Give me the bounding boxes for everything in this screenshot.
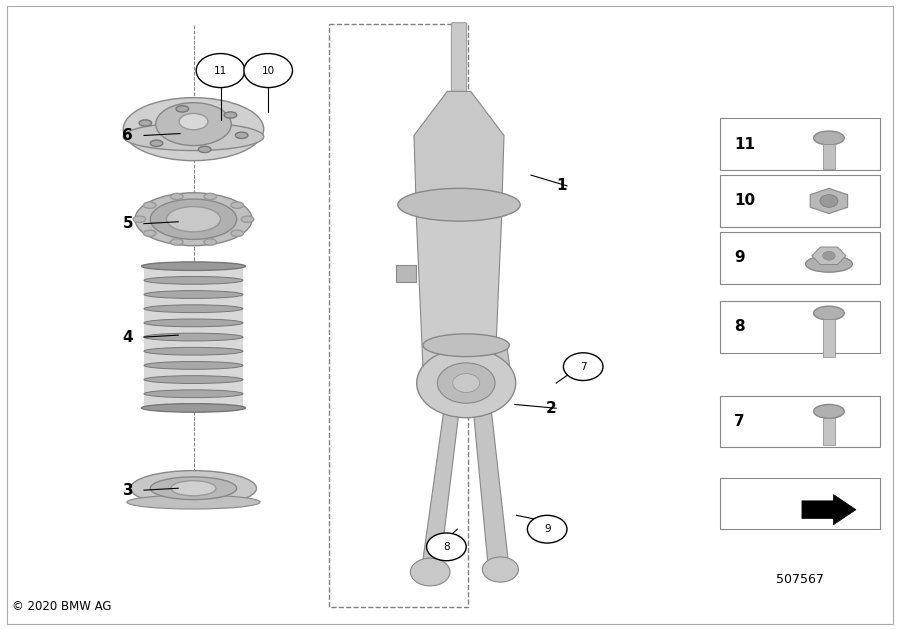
Text: 507567: 507567	[776, 573, 824, 586]
Text: 7: 7	[734, 414, 745, 429]
Ellipse shape	[127, 495, 260, 509]
Circle shape	[482, 557, 518, 582]
Text: 9: 9	[734, 250, 745, 265]
Ellipse shape	[423, 334, 509, 357]
Ellipse shape	[150, 199, 237, 239]
Ellipse shape	[144, 347, 243, 355]
Bar	[328, 24, 468, 607]
Ellipse shape	[144, 390, 243, 398]
Text: 4: 4	[122, 329, 133, 345]
Polygon shape	[812, 247, 846, 265]
Ellipse shape	[144, 319, 243, 327]
Ellipse shape	[144, 277, 243, 284]
Polygon shape	[396, 265, 416, 282]
Text: 11: 11	[214, 66, 227, 76]
Bar	[823, 418, 835, 445]
FancyBboxPatch shape	[452, 23, 467, 93]
Ellipse shape	[235, 132, 248, 139]
Ellipse shape	[204, 193, 217, 200]
Ellipse shape	[144, 262, 243, 270]
Ellipse shape	[198, 146, 211, 152]
Ellipse shape	[150, 140, 163, 146]
Polygon shape	[416, 205, 502, 369]
Ellipse shape	[150, 477, 237, 500]
Circle shape	[417, 348, 516, 418]
Polygon shape	[421, 345, 511, 377]
Text: 1: 1	[556, 178, 567, 193]
Text: 10: 10	[734, 193, 755, 209]
Ellipse shape	[141, 404, 246, 412]
Circle shape	[823, 251, 835, 260]
Ellipse shape	[123, 98, 264, 161]
Ellipse shape	[144, 362, 243, 369]
Ellipse shape	[170, 239, 183, 245]
Polygon shape	[473, 411, 509, 572]
Ellipse shape	[176, 106, 189, 112]
Ellipse shape	[814, 404, 844, 418]
Ellipse shape	[135, 193, 252, 246]
Circle shape	[410, 558, 450, 586]
Ellipse shape	[814, 131, 844, 145]
Bar	[144, 266, 243, 408]
Bar	[720, 232, 880, 284]
Circle shape	[196, 54, 245, 88]
Text: 9: 9	[544, 524, 551, 534]
Ellipse shape	[171, 481, 216, 496]
Ellipse shape	[166, 207, 220, 232]
Circle shape	[820, 195, 838, 207]
Bar	[823, 144, 835, 169]
Bar	[823, 319, 835, 357]
Circle shape	[437, 363, 495, 403]
Ellipse shape	[224, 112, 237, 118]
Text: 2: 2	[545, 401, 556, 416]
Ellipse shape	[141, 262, 246, 270]
Ellipse shape	[143, 202, 156, 209]
Ellipse shape	[144, 375, 243, 384]
Bar	[720, 301, 880, 353]
Ellipse shape	[144, 333, 243, 341]
Text: © 2020 BMW AG: © 2020 BMW AG	[12, 600, 112, 612]
Text: 3: 3	[122, 483, 133, 498]
Text: 8: 8	[443, 542, 450, 552]
Polygon shape	[802, 495, 856, 525]
Bar	[720, 478, 880, 529]
Polygon shape	[414, 91, 504, 195]
Text: 7: 7	[580, 362, 587, 372]
Circle shape	[563, 353, 603, 381]
Bar	[720, 118, 880, 170]
Ellipse shape	[806, 256, 852, 272]
Text: 11: 11	[734, 137, 755, 152]
Ellipse shape	[143, 230, 156, 236]
Ellipse shape	[398, 188, 520, 221]
Polygon shape	[421, 411, 459, 573]
Circle shape	[527, 515, 567, 543]
Ellipse shape	[144, 305, 243, 312]
Ellipse shape	[204, 239, 217, 245]
Ellipse shape	[179, 113, 208, 130]
Ellipse shape	[144, 404, 243, 412]
Ellipse shape	[170, 193, 183, 200]
Circle shape	[453, 374, 480, 392]
Ellipse shape	[241, 216, 254, 222]
Text: 8: 8	[734, 319, 745, 335]
Text: 5: 5	[122, 216, 133, 231]
Circle shape	[244, 54, 292, 88]
Circle shape	[427, 533, 466, 561]
Ellipse shape	[144, 290, 243, 299]
Ellipse shape	[133, 216, 146, 222]
Text: 6: 6	[122, 128, 133, 143]
Bar	[720, 175, 880, 227]
Ellipse shape	[231, 202, 244, 209]
Ellipse shape	[231, 230, 244, 236]
Ellipse shape	[814, 306, 844, 320]
Text: 10: 10	[262, 66, 274, 76]
Ellipse shape	[123, 123, 264, 151]
Ellipse shape	[130, 471, 256, 506]
Ellipse shape	[156, 103, 231, 146]
Bar	[720, 396, 880, 447]
Ellipse shape	[140, 120, 152, 126]
Polygon shape	[810, 188, 848, 214]
